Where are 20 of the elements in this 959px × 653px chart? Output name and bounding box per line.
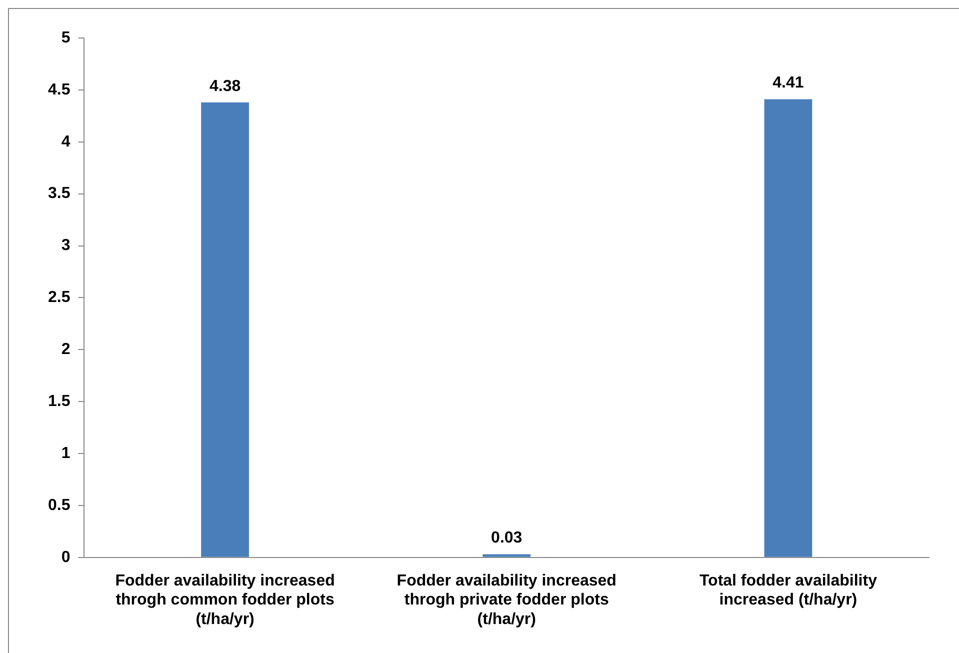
y-tick-label: 4.5 [48, 81, 70, 98]
bar [764, 99, 812, 557]
x-tick-label: Total fodder availability increased (t/ha/yr) [699, 572, 878, 609]
y-tick-label: 0 [61, 548, 70, 566]
y-tick-label: 2.5 [48, 289, 70, 306]
y-tick-label: 2 [61, 341, 70, 358]
bar [201, 102, 249, 557]
y-tick-label: 1.5 [48, 392, 70, 410]
x-tick-label: Fodder availability increased throgh common fodder plots (t/ha/yr) [115, 572, 335, 628]
data-label: 0.03 [491, 530, 522, 547]
data-label: 4.41 [772, 74, 804, 92]
y-tick-label: 0.5 [48, 496, 70, 514]
y-tick-label: 1 [61, 444, 70, 462]
y-tick-label: 3 [61, 237, 70, 254]
y-tick-label: 4 [61, 133, 70, 150]
data-label: 4.38 [209, 78, 241, 95]
y-tick-label: 5 [61, 29, 70, 46]
x-tick-label: Fodder availability increased throgh private fodder plots (t/ha/yr) [396, 572, 616, 628]
bar [482, 554, 531, 557]
y-tick-label: 3.5 [48, 185, 70, 202]
